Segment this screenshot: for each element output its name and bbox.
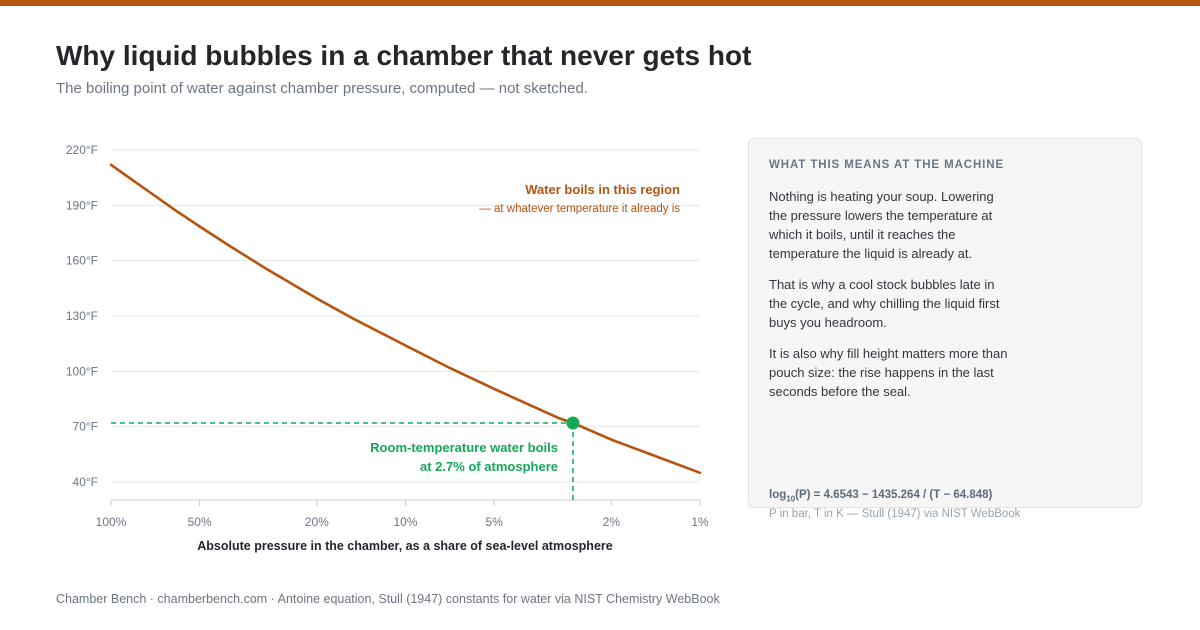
point-annotation-subtext: at 2.7% of atmosphere: [420, 459, 558, 474]
page-subtitle: The boiling point of water against chamb…: [56, 80, 588, 97]
y-tick-label: 100°F: [66, 364, 98, 378]
panel-paragraph: Nothing is heating your soup. Lowering t…: [769, 189, 994, 261]
panel-paragraph: That is why a cool stock bubbles late in…: [769, 277, 1000, 330]
y-tick-label: 40°F: [73, 475, 98, 489]
explanation-panel: WHAT THIS MEANS AT THE MACHINE Nothing i…: [748, 138, 1142, 520]
formula-subscript: 10: [786, 494, 796, 504]
y-tick-label: 130°F: [66, 309, 98, 323]
grid-lines: [111, 149, 700, 483]
y-tick-label: 190°F: [66, 198, 98, 212]
panel-paragraph: It is also why fill height matters more …: [769, 346, 1008, 399]
series-line: [109, 163, 702, 475]
point-annotation: Room-temperature water boils: [370, 440, 558, 455]
y-tick-label: 70°F: [73, 420, 98, 434]
antoine-formula: log10(P) = 4.6543 − 1435.264 / (T − 64.8…: [769, 489, 992, 503]
formula-body: (P) = 4.6543 − 1435.264 / (T − 64.848): [795, 489, 993, 501]
x-axis: [110, 499, 701, 506]
x-tick-label: 100%: [96, 515, 127, 529]
x-tick-label: 1%: [691, 515, 709, 529]
x-tick-label: 2%: [603, 515, 621, 529]
y-tick-label: 220°F: [66, 143, 98, 157]
x-tick-label: 20%: [305, 515, 329, 529]
panel-heading: WHAT THIS MEANS AT THE MACHINE: [769, 159, 1005, 171]
x-axis-label: Absolute pressure in the chamber, as a s…: [197, 539, 612, 553]
formula-prefix: log: [769, 489, 787, 501]
region-annotation: Water boils in this region: [525, 182, 680, 197]
highlight-point: [566, 416, 580, 430]
x-tick-label: 5%: [485, 515, 503, 529]
region-annotation-subtext: — at whatever temperature it already is: [479, 203, 680, 215]
x-tick-label: 10%: [393, 515, 417, 529]
formula-note: P in bar, T in K — Stull (1947) via NIST…: [769, 508, 1021, 520]
top-accent-bar: [0, 0, 1200, 6]
boiling-point-chart: 40°F 70°F 100°F 130°F 160°F 190°F 220°F 100% 50…: [66, 143, 709, 553]
y-tick-labels: 40°F 70°F 100°F 130°F 160°F 190°F 220°F: [66, 143, 98, 489]
x-tick-labels: 100% 50% 20% 10% 5% 2% 1%: [96, 515, 709, 529]
x-tick-label: 50%: [188, 515, 212, 529]
panel-body: Nothing is heating your soup. Lowering t…: [769, 187, 1009, 413]
footer-credits: Chamber Bench · chamberbench.com · Antoi…: [56, 592, 720, 606]
page-title: Why liquid bubbles in a chamber that nev…: [56, 40, 752, 71]
y-tick-label: 160°F: [66, 254, 98, 268]
